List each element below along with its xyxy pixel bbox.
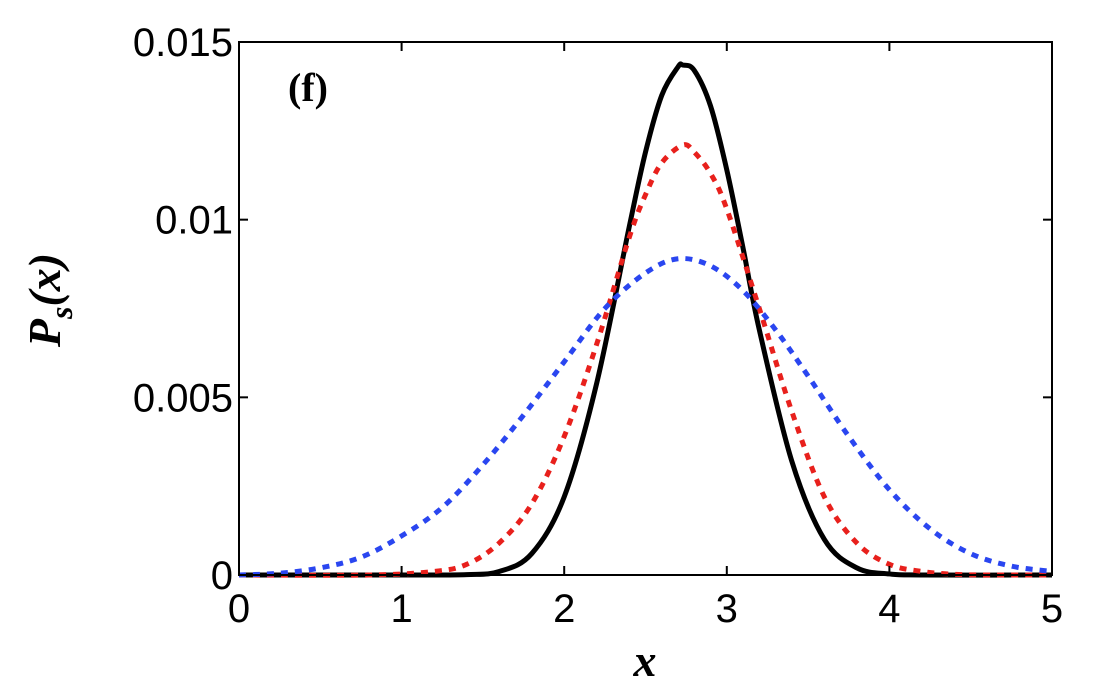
panel-label: (f) xyxy=(288,65,328,110)
y-tick-label: 0.01 xyxy=(155,199,233,243)
tick-labels: 0 1 2 3 4 5 0 0.005 0.01 0.015 xyxy=(133,21,1063,631)
x-tick-label: 3 xyxy=(716,587,738,631)
x-tick-label: 2 xyxy=(553,587,575,631)
x-tick-label: 4 xyxy=(878,587,900,631)
y-tick-label: 0.015 xyxy=(133,21,233,65)
x-tick-label: 5 xyxy=(1041,587,1063,631)
y-axis-label-sub: s xyxy=(43,307,79,320)
axis-ticks xyxy=(238,41,1053,576)
plot-lines xyxy=(238,61,1053,578)
plot-frame xyxy=(238,41,1053,576)
series-line-2 xyxy=(238,142,1053,578)
x-tick-label: 1 xyxy=(390,587,412,631)
series-line-3 xyxy=(238,255,1053,578)
x-tick-label: 0 xyxy=(228,587,250,631)
series-line-1 xyxy=(238,61,1053,578)
y-axis-label-main: P xyxy=(19,318,70,348)
x-axis-label: x xyxy=(633,635,657,685)
y-tick-label: 0.005 xyxy=(133,376,233,420)
y-axis-label: Ps(x) xyxy=(19,253,79,348)
y-axis-label-arg: (x) xyxy=(19,253,70,307)
y-tick-label: 0 xyxy=(211,554,233,598)
